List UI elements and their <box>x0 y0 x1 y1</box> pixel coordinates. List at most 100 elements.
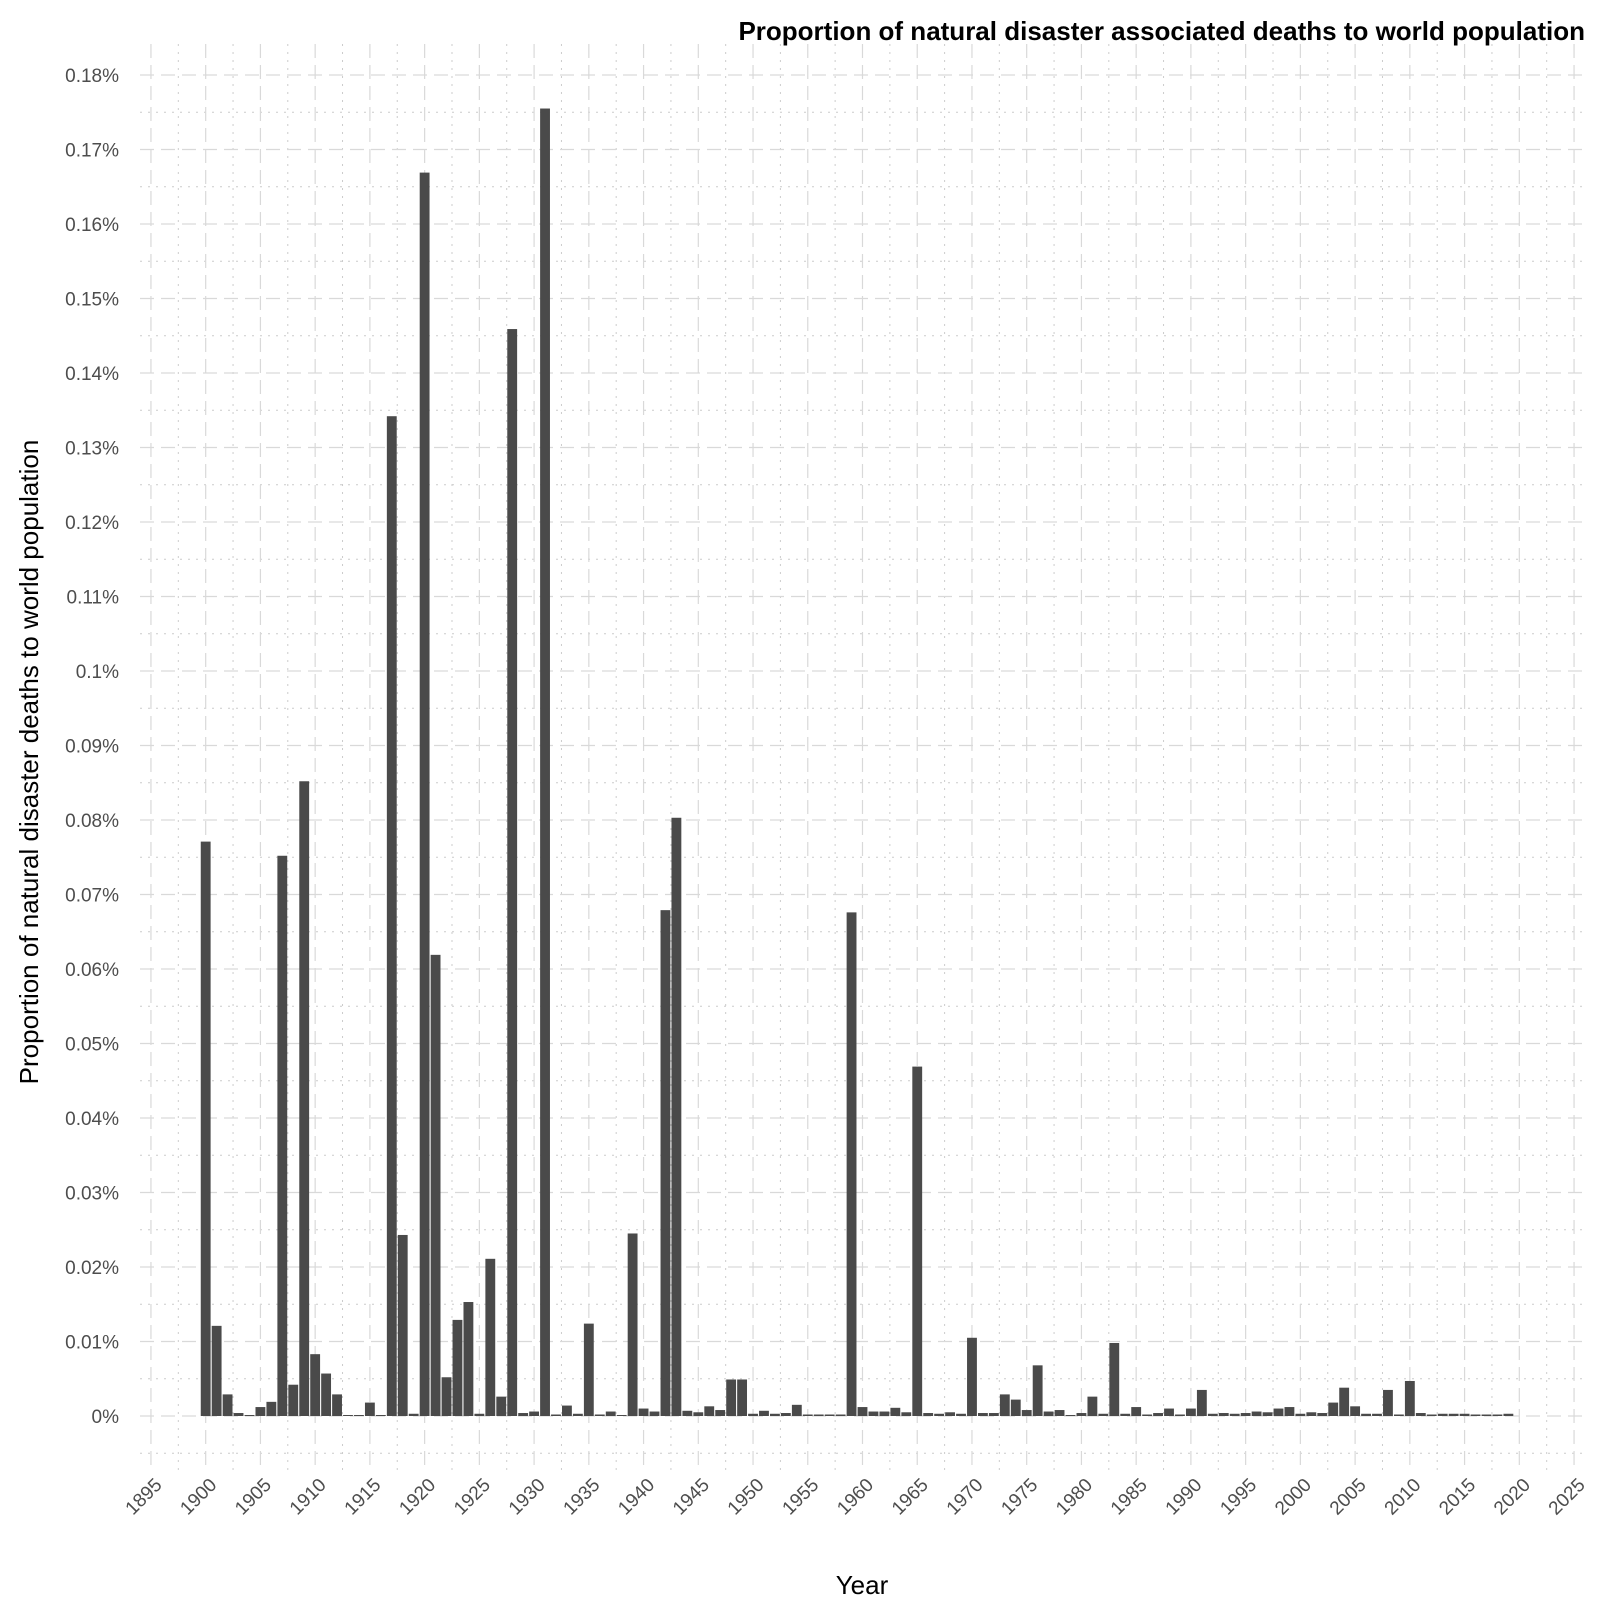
x-tick-label: 1955 <box>779 1475 824 1520</box>
bar <box>956 1413 966 1416</box>
bar <box>244 1415 255 1416</box>
bar <box>1196 1389 1207 1416</box>
bar <box>759 1410 769 1416</box>
bar <box>868 1411 879 1416</box>
x-tick-label: 2020 <box>1490 1475 1535 1520</box>
bar <box>824 1414 835 1416</box>
y-tick-label: 0.17% <box>65 141 119 162</box>
bar <box>1328 1402 1339 1416</box>
bar <box>343 1415 353 1416</box>
bar <box>1065 1415 1076 1416</box>
bar <box>988 1413 999 1416</box>
x-tick-label: 1985 <box>1107 1475 1152 1520</box>
bar <box>945 1412 956 1416</box>
bar <box>627 1233 638 1416</box>
bar <box>835 1414 846 1416</box>
x-tick-label: 2005 <box>1326 1475 1371 1520</box>
bar <box>1076 1413 1087 1416</box>
bar <box>1229 1413 1240 1416</box>
bar <box>1295 1413 1306 1416</box>
y-tick-labels: 0% 0.01% 0.02% 0.03% 0.04% 0.05% 0.06% 0.07% 0.0… <box>65 66 119 1428</box>
bar <box>1404 1380 1415 1416</box>
bar <box>1306 1412 1317 1416</box>
bar <box>1317 1413 1328 1416</box>
bar <box>726 1379 737 1416</box>
bar <box>1262 1412 1273 1416</box>
bar <box>912 1066 923 1416</box>
bar <box>255 1407 266 1416</box>
bar <box>386 416 397 1417</box>
bar <box>1131 1407 1142 1416</box>
bar <box>562 1405 572 1416</box>
bar <box>605 1411 616 1416</box>
x-tick-label: 1940 <box>614 1475 659 1520</box>
bar <box>1240 1413 1251 1416</box>
bar <box>299 781 310 1416</box>
bar <box>594 1414 605 1416</box>
bar <box>693 1412 704 1416</box>
x-tick-label: 1930 <box>505 1475 550 1520</box>
bar <box>1273 1408 1284 1416</box>
bar <box>1350 1406 1361 1416</box>
bar <box>1218 1413 1229 1416</box>
bar <box>1164 1408 1174 1416</box>
bar <box>748 1413 758 1416</box>
y-tick-label: 0.14% <box>65 364 119 385</box>
bar <box>310 1354 321 1416</box>
bar <box>452 1319 463 1416</box>
x-tick-label: 1900 <box>176 1475 221 1520</box>
bar <box>1503 1413 1514 1416</box>
y-tick-label: 0.15% <box>65 290 119 311</box>
bar <box>1207 1413 1218 1416</box>
x-tick-label: 1965 <box>888 1475 933 1520</box>
bar <box>430 954 441 1416</box>
bar <box>1109 1342 1120 1416</box>
x-tick-label: 1970 <box>943 1475 988 1520</box>
y-tick-label: 0.13% <box>65 439 119 460</box>
bar <box>769 1413 780 1416</box>
bar <box>791 1404 802 1416</box>
x-tick-label: 1895 <box>122 1475 167 1520</box>
y-tick-label: 0.07% <box>65 886 119 907</box>
bar <box>1459 1413 1470 1416</box>
bar <box>1448 1413 1459 1416</box>
bar <box>879 1411 890 1416</box>
bar <box>737 1379 748 1416</box>
bar <box>846 912 857 1416</box>
bar <box>518 1413 529 1416</box>
bar <box>1185 1408 1196 1416</box>
bar <box>572 1413 583 1416</box>
bar <box>901 1412 912 1416</box>
bar <box>485 1258 496 1416</box>
bar <box>890 1407 901 1416</box>
bar <box>1087 1396 1098 1416</box>
bar <box>1251 1411 1262 1416</box>
bar <box>967 1337 977 1416</box>
bar <box>780 1413 791 1416</box>
bar <box>1284 1407 1295 1416</box>
bar <box>1010 1399 1021 1416</box>
x-tick-label: 1950 <box>724 1475 769 1520</box>
bar <box>364 1402 375 1416</box>
y-tick-label: 0.16% <box>65 215 119 236</box>
bar <box>1415 1413 1426 1416</box>
x-tick-label: 1945 <box>669 1475 714 1520</box>
bar <box>1021 1410 1032 1416</box>
bar <box>999 1394 1010 1416</box>
bar <box>496 1396 507 1416</box>
y-tick-label: 0.09% <box>65 737 119 758</box>
x-tick-label: 1915 <box>341 1475 386 1520</box>
chart-title: Proportion of natural disaster associate… <box>738 16 1585 46</box>
y-tick-label: 0.03% <box>65 1184 119 1205</box>
bar <box>1142 1414 1153 1416</box>
bar <box>222 1394 233 1416</box>
bar <box>671 817 682 1416</box>
bar <box>266 1401 277 1416</box>
bar <box>1175 1414 1185 1416</box>
bar <box>1426 1414 1437 1416</box>
grid <box>140 44 1585 1470</box>
bar <box>1054 1410 1065 1416</box>
bar <box>332 1394 342 1416</box>
bar <box>408 1413 419 1416</box>
bar <box>288 1384 299 1416</box>
